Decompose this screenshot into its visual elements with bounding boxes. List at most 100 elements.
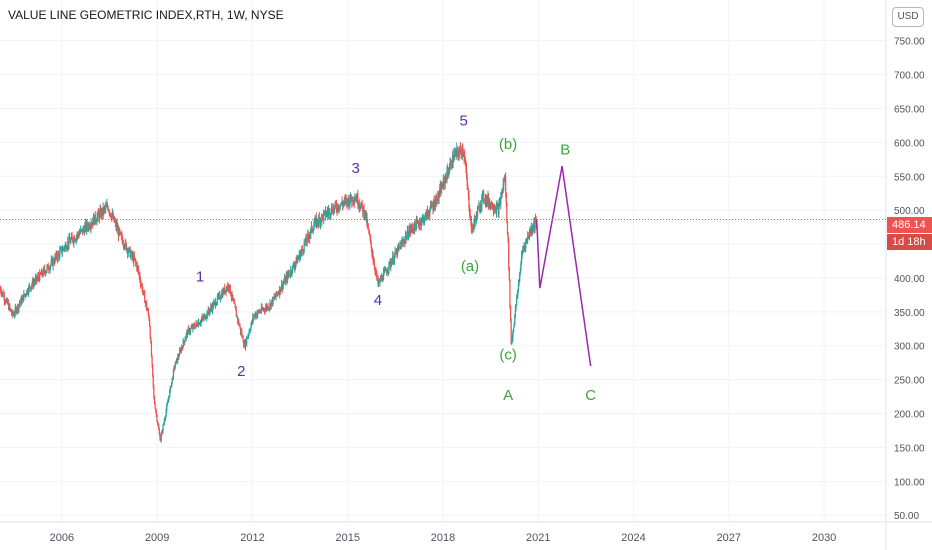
candle-body	[274, 296, 277, 298]
candle-body	[495, 206, 498, 213]
candle-body	[231, 294, 233, 298]
candle-body	[517, 283, 520, 290]
price-tick-label: 650.00	[894, 104, 925, 115]
candle-body	[150, 338, 152, 344]
candle-body	[76, 235, 78, 237]
candle-body	[251, 321, 253, 323]
candle-body	[70, 239, 72, 243]
currency-button[interactable]: USD	[892, 7, 924, 27]
candle-body	[218, 294, 220, 296]
candle-body	[293, 264, 295, 267]
candle-body	[192, 324, 195, 326]
candle-body	[464, 159, 466, 166]
candle-body	[15, 308, 18, 313]
candle-body	[244, 342, 246, 348]
candle-body	[326, 211, 328, 215]
candle-body	[304, 243, 306, 245]
candle-body	[366, 215, 368, 226]
candle-body	[434, 205, 436, 209]
candle-body	[26, 290, 28, 295]
candle-body	[242, 336, 244, 343]
candle-body	[183, 341, 186, 343]
chart-title: VALUE LINE GEOMETRIC INDEX,RTH, 1W, NYSE	[8, 8, 284, 22]
candle-body	[328, 209, 330, 211]
candle-body	[22, 295, 24, 301]
candle-body	[387, 269, 390, 272]
candle-body	[12, 314, 15, 316]
candle-body	[9, 308, 11, 310]
candle-body	[318, 216, 320, 219]
candle-body	[421, 218, 423, 223]
candle-body	[247, 335, 249, 338]
candle-body	[156, 414, 158, 421]
candle-body	[372, 256, 374, 261]
candle-body	[94, 214, 96, 222]
candle-body	[516, 295, 518, 298]
candle-body	[458, 152, 460, 157]
candle-body	[440, 184, 443, 194]
candle-body	[396, 247, 399, 256]
candle-body	[287, 273, 289, 281]
candle-body	[219, 294, 221, 299]
candle-body	[417, 221, 419, 223]
candle-body	[49, 266, 51, 270]
candle-body	[383, 270, 385, 273]
wave-label: B	[560, 142, 570, 159]
candle-body	[225, 287, 228, 292]
candle-body	[331, 207, 333, 212]
candle-body	[522, 250, 524, 252]
candle-body	[239, 326, 241, 328]
candle-body	[385, 268, 387, 271]
candle-body	[323, 211, 325, 213]
candle-body	[462, 152, 465, 154]
candle-body	[514, 315, 516, 323]
candle-body	[467, 189, 470, 195]
candle-body	[216, 302, 218, 305]
candle-body	[271, 299, 273, 303]
candle-body	[31, 285, 33, 287]
candle-body	[197, 325, 199, 327]
candle-body	[320, 219, 322, 222]
candle-body	[348, 197, 350, 205]
candle-body	[367, 224, 369, 229]
candle-body	[228, 288, 230, 290]
candle-body	[3, 295, 5, 297]
candle-body	[284, 278, 286, 283]
candle-body	[265, 308, 267, 311]
candle-body	[225, 289, 227, 292]
price-tick-label: 200.00	[894, 410, 925, 421]
candle-body	[395, 251, 397, 254]
candle-body	[354, 198, 357, 200]
candle-body	[392, 256, 394, 263]
candle-body	[386, 271, 388, 273]
candle-body	[519, 271, 521, 274]
time-axis[interactable]: 2006 2009 2012 2015 2018 2021 2024 2027 2030	[50, 532, 837, 544]
candlesticks	[0, 142, 537, 444]
candle-body	[220, 297, 222, 299]
candle-body	[172, 377, 174, 379]
candle-body	[367, 224, 369, 226]
candle-body	[252, 317, 254, 322]
candle-body	[215, 304, 217, 306]
candle-body	[358, 205, 360, 207]
candle-body	[332, 211, 334, 214]
candle-body	[316, 219, 319, 223]
candle-body	[103, 208, 106, 210]
candle-body	[7, 303, 10, 310]
candle-body	[246, 337, 248, 339]
candle-body	[70, 235, 73, 240]
candle-body	[200, 319, 203, 321]
candle-body	[134, 259, 137, 263]
candle-body	[454, 151, 457, 154]
candle-body	[532, 227, 534, 230]
candle-body	[224, 287, 226, 293]
candle-body	[280, 284, 283, 290]
candle-body	[504, 176, 506, 181]
candle-body	[327, 212, 329, 214]
candle-body	[107, 207, 109, 211]
candle-body	[404, 239, 406, 243]
candle-body	[470, 220, 472, 222]
price-axis[interactable]: 50.00 100.00 150.00 200.00 250.00 300.00 350.0…	[894, 37, 925, 523]
candle-body	[491, 202, 493, 206]
